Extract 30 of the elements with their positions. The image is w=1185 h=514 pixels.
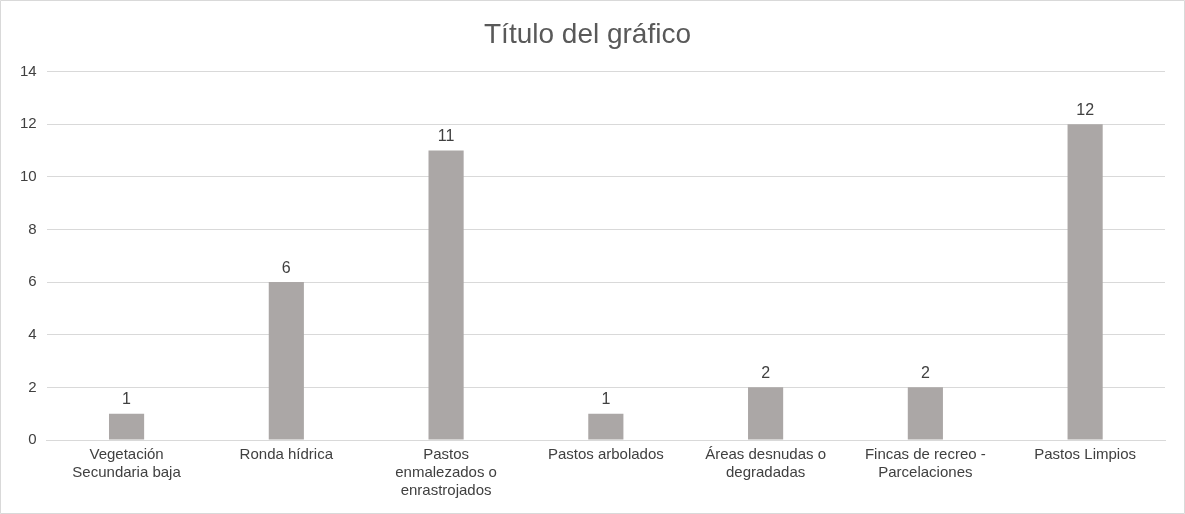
data-label: 2 xyxy=(761,363,771,381)
bar xyxy=(907,387,943,440)
y-tick-label: 12 xyxy=(20,114,37,132)
bar xyxy=(1067,124,1103,440)
x-tick-label: Pastos Limpios xyxy=(1034,445,1136,463)
y-tick-label: 4 xyxy=(28,324,37,342)
y-tick-label: 8 xyxy=(28,219,37,237)
data-label: 12 xyxy=(1076,100,1095,118)
data-label: 11 xyxy=(437,126,455,144)
y-tick-label: 14 xyxy=(20,61,37,79)
data-label: 1 xyxy=(122,390,132,408)
bar xyxy=(268,282,304,440)
data-label: 2 xyxy=(920,363,930,381)
data-label: 6 xyxy=(281,258,291,276)
bar xyxy=(108,413,145,440)
x-tick-label: Ronda hídrica xyxy=(239,445,334,463)
y-tick-label: 10 xyxy=(20,167,37,184)
x-tick-label: Vegetación Secundaria baja xyxy=(72,445,182,481)
bar xyxy=(428,150,464,440)
y-tick-label: 2 xyxy=(28,377,37,395)
bar xyxy=(588,413,624,440)
y-tick-label: 0 xyxy=(28,430,37,448)
data-label: 1 xyxy=(601,390,611,408)
x-tick-label: Áreas desnudas o degradadas xyxy=(705,445,827,481)
x-tick-label: Fincas de recreo - Parcelaciones xyxy=(864,445,986,481)
bar xyxy=(748,387,784,440)
y-tick-label: 6 xyxy=(28,272,37,290)
chart-title: Título del gráfico xyxy=(484,17,691,49)
x-tick-label: Pastos arbolados xyxy=(547,445,664,463)
x-tick-label: Pastos enmalezados o enrastrojados xyxy=(395,445,497,499)
